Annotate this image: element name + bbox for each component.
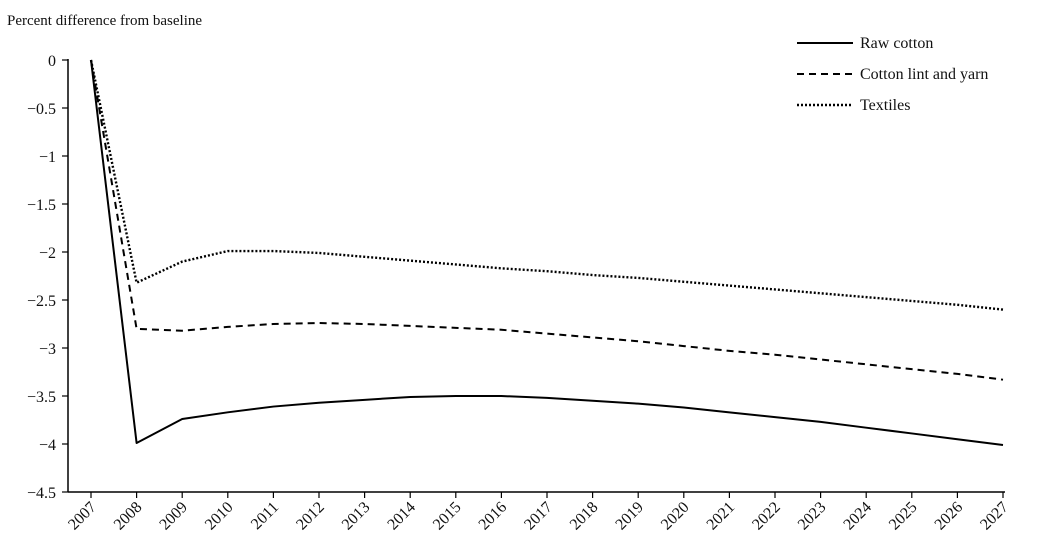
x-tick-label: 2027 [977, 499, 1012, 534]
y-tick-label: −3 [39, 341, 56, 358]
legend-label-raw-cotton: Raw cotton [860, 35, 933, 52]
x-tick-label: 2007 [65, 499, 100, 534]
x-tick-label: 2018 [567, 499, 602, 534]
x-tick-label: 2012 [293, 499, 328, 534]
y-tick-label: −1 [39, 149, 56, 166]
x-tick-label: 2023 [795, 499, 830, 534]
legend: Raw cotton Cotton lint and yarn Textiles [797, 35, 988, 114]
series-line-cotton-lint-and-yarn [90, 59, 1004, 381]
x-tick-label: 2021 [704, 499, 739, 534]
legend-label-cotton-lint-and-yarn: Cotton lint and yarn [860, 66, 988, 83]
x-axis: 2007 2008 2009 2010 2011 2012 2013 2014 2015 2016… [65, 492, 1012, 533]
x-tick-label: 2017 [521, 499, 556, 534]
x-tick-label: 2026 [932, 499, 967, 534]
x-tick-label: 2016 [476, 499, 511, 534]
y-tick-label: −2 [39, 245, 56, 262]
x-tick-label: 2009 [156, 499, 191, 534]
x-tick-label: 2010 [202, 499, 237, 534]
x-tick-label: 2022 [749, 499, 784, 534]
x-tick-label: 2013 [339, 499, 374, 534]
y-axis-title: Percent difference from baseline [7, 13, 202, 29]
axes [67, 59, 1005, 493]
x-tick-label: 2014 [384, 499, 419, 534]
y-tick-label: −3.5 [27, 389, 56, 406]
y-tick-label: −0.5 [27, 101, 56, 118]
x-tick-label: 2015 [430, 499, 465, 534]
legend-label-textiles: Textiles [860, 97, 910, 114]
x-tick-label: 2024 [840, 499, 875, 534]
y-tick-label: 0 [48, 53, 56, 70]
y-tick-label: −4.5 [27, 485, 56, 502]
y-tick-label: −4 [39, 437, 56, 454]
x-tick-label: 2011 [248, 499, 282, 533]
x-tick-label: 2019 [612, 499, 647, 534]
y-tick-label: −2.5 [27, 293, 56, 310]
series-line-raw-cotton [90, 59, 1004, 446]
y-tick-label: −1.5 [27, 197, 56, 214]
y-axis: 0 −0.5 −1 −1.5 −2 −2.5 −3 −3.5 −4 −4.5 [27, 53, 68, 502]
series-lines [89, 59, 1004, 446]
x-tick-label: 2020 [658, 499, 693, 534]
series-line-textiles [89, 59, 1004, 311]
x-tick-label: 2008 [111, 499, 146, 534]
x-tick-label: 2025 [886, 499, 921, 534]
